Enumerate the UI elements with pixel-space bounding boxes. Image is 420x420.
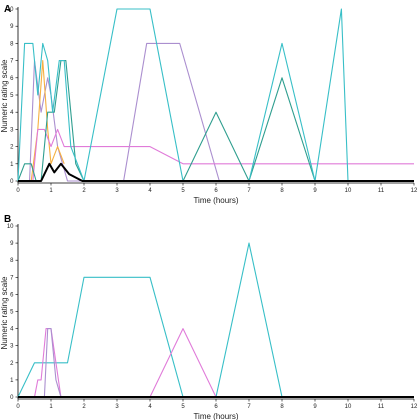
x-axis-title: Time (hours) — [193, 196, 238, 205]
x-tick-label: 1 — [49, 188, 53, 194]
y-tick-label: 5 — [10, 310, 14, 316]
x-tick-label: 7 — [247, 404, 251, 410]
x-tick-label: 1 — [49, 404, 53, 410]
x-tick-label: 10 — [345, 404, 352, 410]
y-tick-label: 2 — [10, 361, 14, 367]
y-tick-label: 10 — [7, 7, 14, 13]
x-tick-label: 9 — [313, 188, 317, 194]
y-tick-label: 9 — [10, 241, 14, 247]
y-tick-label: 10 — [7, 224, 14, 230]
x-tick-label: 8 — [280, 404, 284, 410]
x-tick-label: 5 — [181, 404, 185, 410]
y-tick-label: 1 — [10, 162, 14, 168]
y-axis-title: Numeric rating scale — [0, 59, 9, 132]
series-line — [32, 128, 414, 182]
y-tick-label: 5 — [10, 93, 14, 99]
x-tick-label: 5 — [181, 188, 185, 194]
y-tick-label: 4 — [10, 327, 14, 333]
y-tick-label: 6 — [10, 76, 14, 82]
y-tick-label: 8 — [10, 258, 14, 264]
series-line — [18, 162, 414, 182]
x-tick-label: 8 — [280, 188, 284, 194]
y-axis-title: Numeric rating scale — [0, 276, 9, 349]
y-tick-label: 3 — [10, 127, 14, 133]
x-tick-label: 4 — [148, 404, 152, 410]
x-axis-title: Time (hours) — [193, 412, 238, 420]
x-tick-label: 12 — [411, 404, 418, 410]
y-tick-label: 7 — [10, 275, 14, 281]
x-tick-label: 6 — [214, 188, 218, 194]
series-line — [43, 328, 62, 398]
panel-label: B — [4, 214, 11, 225]
y-tick-label: 9 — [10, 24, 14, 30]
x-tick-label: 2 — [82, 404, 86, 410]
y-tick-label: 8 — [10, 41, 14, 47]
x-tick-label: 10 — [345, 188, 352, 194]
y-tick-label: 2 — [10, 145, 14, 151]
series-line — [17, 8, 349, 182]
panel-label: A — [4, 4, 11, 15]
x-tick-label: 0 — [16, 404, 20, 410]
x-tick-label: 3 — [115, 188, 119, 194]
x-tick-label: 11 — [378, 188, 385, 194]
x-tick-label: 9 — [313, 404, 317, 410]
y-tick-label: 4 — [10, 110, 14, 116]
y-tick-label: 3 — [10, 344, 14, 350]
x-tick-label: 6 — [214, 404, 218, 410]
x-tick-label: 11 — [378, 404, 385, 410]
y-tick-label: 0 — [10, 179, 14, 185]
x-tick-label: 7 — [247, 188, 251, 194]
y-tick-label: 6 — [10, 292, 14, 298]
series-line — [29, 42, 220, 182]
y-tick-label: 0 — [10, 395, 14, 401]
x-tick-label: 3 — [115, 404, 119, 410]
x-tick-label: 0 — [16, 188, 20, 194]
y-tick-label: 7 — [10, 59, 14, 65]
x-tick-label: 4 — [148, 188, 152, 194]
x-tick-label: 2 — [82, 188, 86, 194]
x-tick-label: 12 — [411, 188, 418, 194]
y-tick-label: 1 — [10, 378, 14, 384]
